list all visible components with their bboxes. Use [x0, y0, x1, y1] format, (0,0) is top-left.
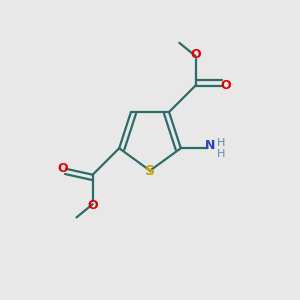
- Text: O: O: [190, 48, 201, 61]
- Text: H: H: [217, 138, 226, 148]
- Text: O: O: [87, 200, 98, 212]
- Text: N: N: [205, 140, 215, 152]
- Text: O: O: [220, 79, 231, 92]
- Text: H: H: [217, 148, 226, 158]
- Text: S: S: [145, 164, 155, 178]
- Text: O: O: [57, 162, 68, 175]
